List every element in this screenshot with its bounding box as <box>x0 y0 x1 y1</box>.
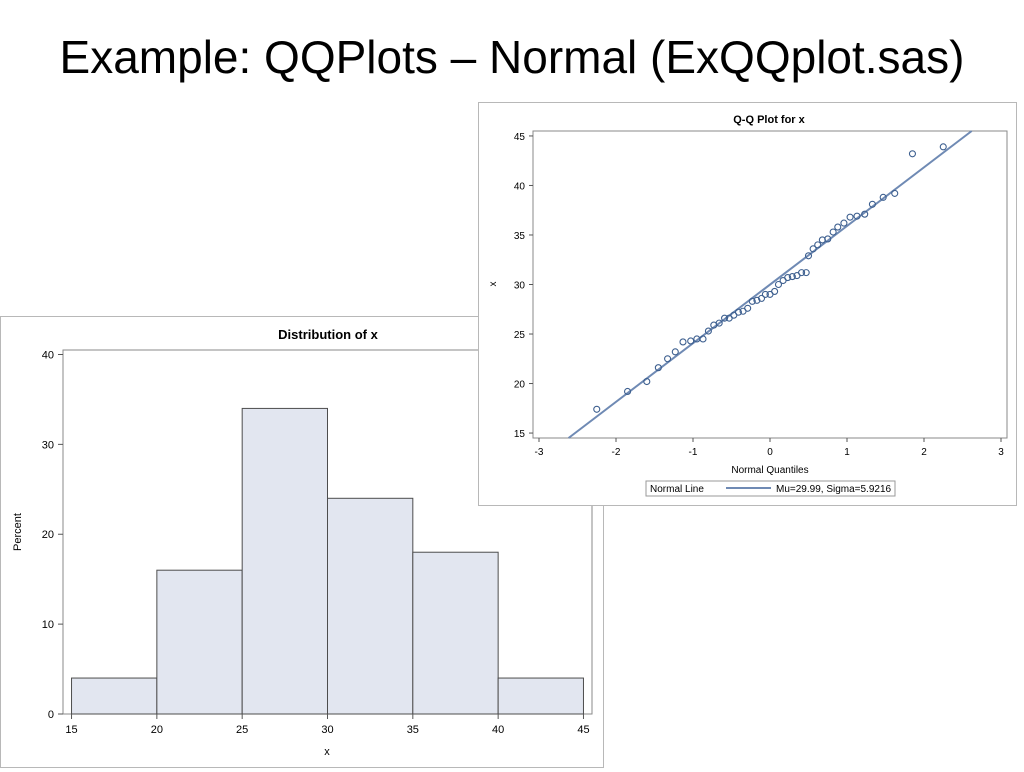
qq-point <box>853 212 861 220</box>
qq-point <box>757 294 766 302</box>
qq-plot-chart: Q-Q Plot for x -3 -2 -1 0 1 2 315202530354045 … <box>488 114 1008 497</box>
histogram-bar <box>241 407 328 715</box>
y-axis-label: Percent <box>12 513 24 551</box>
legend-title: Normal Line <box>650 484 704 495</box>
x-tick-label: -1 <box>689 447 698 458</box>
qq-point <box>879 193 887 201</box>
qq-point <box>846 213 854 221</box>
x-axis-label: x <box>324 746 330 758</box>
legend-entry: Mu=29.99, Sigma=5.9216 <box>776 484 892 495</box>
slide-title: Example: QQPlots – Normal (ExQQplot.sas) <box>59 31 965 83</box>
qq-point <box>824 235 832 243</box>
legend: Normal Line Mu=29.99, Sigma=5.9216 <box>645 480 896 497</box>
qq-point <box>804 252 813 260</box>
y-tick-label: 20 <box>514 380 526 391</box>
histogram-bar <box>497 677 584 715</box>
qq-point <box>753 296 761 304</box>
histogram-bar <box>412 551 499 715</box>
x-tick-label: 15 <box>65 724 77 736</box>
qq-point <box>654 364 662 372</box>
qq-point <box>687 337 695 345</box>
qq-point <box>891 189 899 197</box>
qq-point <box>704 327 712 335</box>
qq-point <box>664 355 672 363</box>
normal-reference-line <box>567 130 973 439</box>
x-tick-label: 1 <box>844 447 850 458</box>
x-axis-label: Normal Quantiles <box>731 465 808 476</box>
histogram-chart: Distribution of x 15 20 25 30 35 40 45 0 10 20 30 4… <box>12 327 593 758</box>
qq-point <box>679 338 687 346</box>
qq-point <box>761 290 769 298</box>
x-tick-label: 2 <box>921 447 927 458</box>
qq-point <box>788 273 796 281</box>
qq-point <box>939 143 947 151</box>
qq-point <box>861 210 869 218</box>
qq-point <box>624 387 632 396</box>
histogram-bar <box>156 569 243 715</box>
x-tick-label: -3 <box>535 447 544 458</box>
x-tick-label: 45 <box>577 724 589 736</box>
y-tick-label: 30 <box>42 439 54 451</box>
y-tick-label: 45 <box>514 132 526 143</box>
x-tick-label: 25 <box>236 724 248 736</box>
x-tick-label: -2 <box>612 447 621 458</box>
x-tick-label: 3 <box>998 447 1004 458</box>
y-axis-label: x <box>488 282 499 287</box>
qq-point <box>671 348 679 356</box>
qq-point <box>908 150 917 158</box>
histogram-bar <box>71 677 158 715</box>
qq-point <box>774 280 783 289</box>
histogram-bar <box>327 497 414 715</box>
y-tick-label: 20 <box>42 529 54 541</box>
qq-point <box>840 219 848 227</box>
y-tick-label: 0 <box>48 709 54 721</box>
qq-point <box>829 228 837 236</box>
qq-point <box>814 241 822 249</box>
qq-point <box>868 200 876 208</box>
y-tick-label: 10 <box>42 619 54 631</box>
chart-title: Distribution of x <box>278 327 378 342</box>
qq-point <box>715 319 723 327</box>
qq-point <box>593 405 601 413</box>
qq-point <box>734 308 742 316</box>
qq-point <box>748 297 756 305</box>
y-tick-label: 30 <box>514 281 526 292</box>
chart-title: Q-Q Plot for x <box>733 114 805 126</box>
x-tick-label: 0 <box>767 447 773 458</box>
qq-point <box>784 274 792 282</box>
qq-point <box>721 314 729 322</box>
x-tick-label: 40 <box>492 724 504 736</box>
qq-point <box>802 269 810 277</box>
qq-point <box>809 245 817 253</box>
y-tick-label: 40 <box>42 349 54 361</box>
x-tick-label: 35 <box>407 724 419 736</box>
y-tick-label: 40 <box>514 181 526 192</box>
qq-point <box>798 269 806 277</box>
y-tick-label: 15 <box>514 429 526 440</box>
qq-point <box>744 304 752 312</box>
x-tick-label: 20 <box>151 724 163 736</box>
qq-point <box>771 287 779 295</box>
y-tick-label: 25 <box>514 330 526 341</box>
qq-point <box>643 378 651 386</box>
qq-point <box>699 335 707 343</box>
qq-point <box>834 223 842 231</box>
x-tick-label: 30 <box>321 724 333 736</box>
qq-plot-panel: Q-Q Plot for x -3 -2 -1 0 1 2 3 15 20 25 30 35 40 45 … <box>478 102 1017 506</box>
y-tick-label: 35 <box>514 231 526 242</box>
